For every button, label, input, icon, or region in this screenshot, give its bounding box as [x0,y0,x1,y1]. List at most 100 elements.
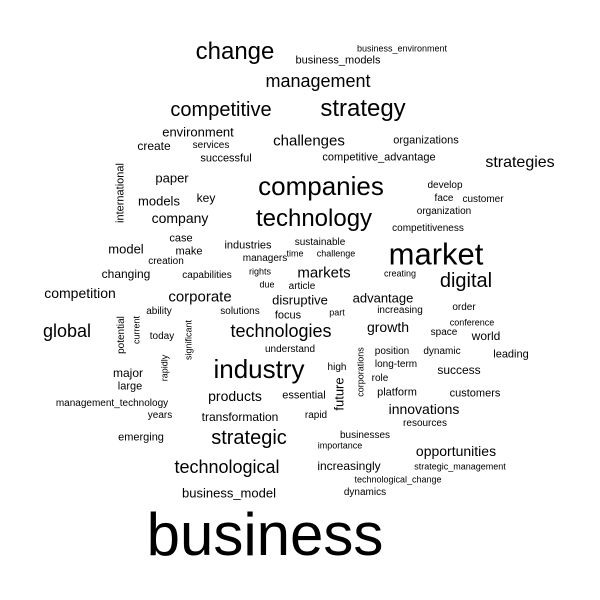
word: focus [274,309,302,322]
word: managers [242,253,288,264]
word: paper [155,170,189,186]
word: key [196,191,216,205]
word: business_environment [356,43,448,54]
word: essential [282,389,326,402]
word: digital [439,270,493,292]
word: corporate [168,288,232,306]
word: significant [183,319,194,361]
word: make [175,245,203,258]
word: space [430,327,458,338]
word: years [147,410,173,421]
word: challenge [316,248,356,259]
word: rights [248,266,272,277]
word: successful [200,152,252,165]
word: conference [449,317,495,328]
word: strategic [211,427,287,449]
word: transformation [201,410,279,424]
word: major [112,366,144,380]
word: technological [174,457,280,477]
word: companies [258,171,384,201]
word: position [374,346,410,357]
word: large [117,380,143,393]
word: importance [317,440,363,451]
word: develop [427,180,463,191]
word: model [108,241,144,257]
word: high [327,362,347,373]
word: customers [449,387,501,400]
word: change [195,38,275,65]
word: understand [264,344,316,355]
word: advantage [352,290,414,306]
word: competition [44,285,116,301]
word: potential [116,316,127,354]
word: today [149,331,175,342]
word: leading [493,348,529,361]
word: international [114,163,127,223]
word: dynamics [343,487,387,498]
word: opportunities [415,443,497,459]
word: success [437,363,481,377]
word: role [371,373,389,384]
word: competitive_advantage [322,151,436,164]
word: organization [416,206,472,217]
word: technological_change [354,474,442,485]
word: management [265,71,371,91]
word: services [192,140,230,151]
word: platform [377,386,417,399]
word: long-term [374,359,418,370]
word: competitiveness [392,223,464,234]
word: technologies [230,321,332,341]
word: competitive [170,99,272,121]
word: business_models [295,54,381,67]
word: solutions [220,306,260,317]
word: rapid [304,410,328,421]
word: industries [224,239,272,252]
word: part [329,307,345,318]
word: dynamic [423,346,461,357]
word: models [138,193,180,209]
word: challenges [273,132,345,150]
word: order [452,302,476,313]
word: environment [162,124,234,140]
word: create [137,139,171,153]
word: global [42,321,92,341]
word: businesses [339,430,391,441]
word: organizations [393,134,459,147]
word: disruptive [272,292,328,308]
word: industry [213,354,305,384]
word: ability [146,306,172,317]
word: management_technology [55,398,169,409]
word: business_model [182,485,276,501]
word: strategy [320,95,406,122]
word: face [434,193,454,204]
word: business [146,501,384,568]
word: article [288,281,316,292]
word: increasingly [317,459,381,473]
word: growth [366,319,410,335]
word: technology [255,205,373,232]
word: emerging [118,431,164,444]
word: due [259,279,275,290]
word: current [131,315,142,345]
word: world [471,329,501,343]
word: market [388,236,484,272]
word: strategies [485,154,555,171]
word: changing [101,267,151,281]
word: markets [297,264,351,282]
word: capabilities [182,270,232,281]
word: resources [403,418,447,429]
word: innovations [388,401,460,417]
word: strategic_management [414,461,506,472]
word: company [151,210,209,226]
word: case [169,232,193,245]
word: rapidly [159,354,170,382]
word: sustainable [294,237,346,248]
word: products [208,388,262,404]
word: time [286,248,304,259]
word: creation [148,256,184,267]
word: future [331,377,347,411]
word: creating [383,268,417,279]
word: increasing [377,305,423,316]
word: corporations [355,347,366,397]
